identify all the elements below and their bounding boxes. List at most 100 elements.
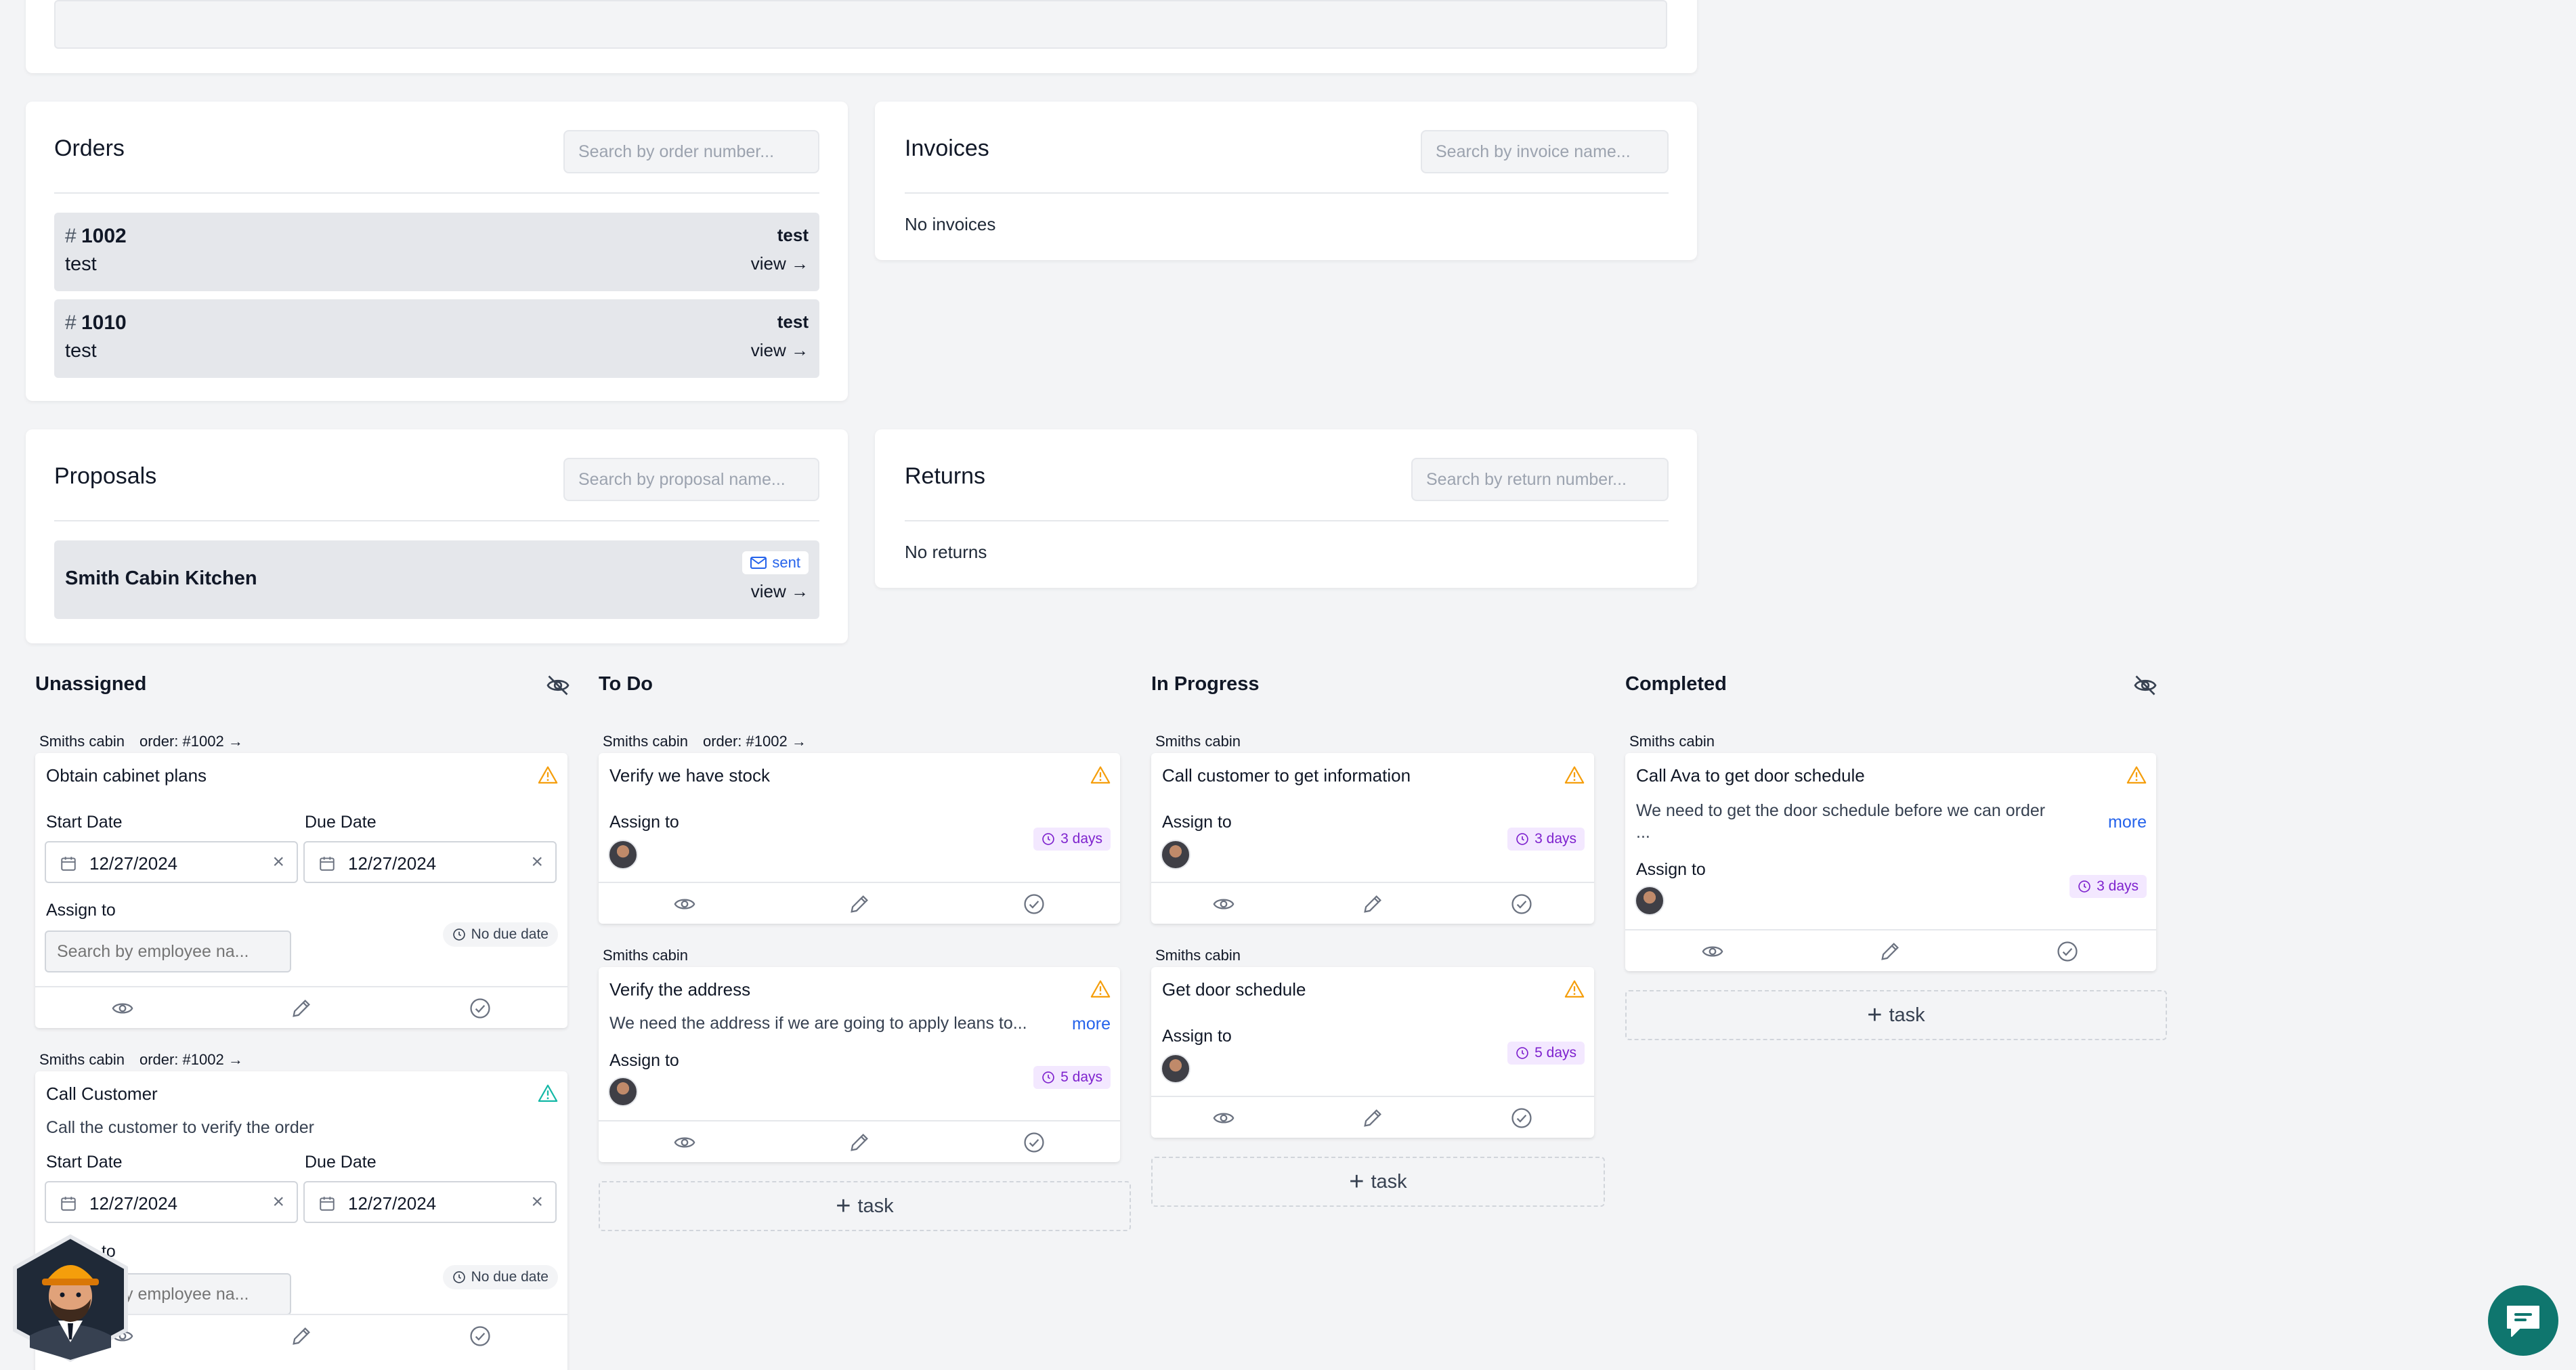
- avatar[interactable]: [1161, 1054, 1190, 1084]
- column-title-todo: To Do: [599, 673, 653, 695]
- invoices-card: Invoices No invoices: [875, 102, 1697, 260]
- pencil-icon[interactable]: [1879, 940, 1902, 963]
- clock-icon: [452, 1271, 465, 1283]
- task-project: Smiths cabin: [1629, 733, 1715, 750]
- due-date-label: Due Date: [305, 813, 377, 832]
- pencil-icon[interactable]: [848, 893, 871, 916]
- eye-off-icon[interactable]: [2133, 673, 2158, 698]
- eye-off-icon[interactable]: [546, 673, 570, 698]
- pencil-icon[interactable]: [290, 1325, 313, 1348]
- warning-icon: [1564, 980, 1585, 998]
- task-meta: Smiths cabin: [1155, 947, 1241, 964]
- avatar[interactable]: [1161, 840, 1190, 870]
- start-date-input[interactable]: 12/27/2024 ×: [45, 841, 298, 883]
- clear-icon[interactable]: ×: [531, 1191, 543, 1213]
- check-circle-icon[interactable]: [1510, 893, 1533, 916]
- pencil-icon[interactable]: [1361, 1107, 1384, 1130]
- assign-to-label: Assign to: [1636, 860, 1706, 879]
- start-date-input[interactable]: 12/27/2024 ×: [45, 1181, 298, 1223]
- avatar[interactable]: [608, 840, 638, 870]
- warning-icon: [538, 1084, 558, 1102]
- clear-icon[interactable]: ×: [272, 1191, 284, 1213]
- proposals-card: Proposals Smith Cabin Kitchen sent view …: [26, 429, 848, 643]
- more-link[interactable]: more: [2108, 813, 2147, 832]
- mascot-avatar-icon[interactable]: [11, 1234, 130, 1363]
- add-task-label: task: [1889, 1004, 1925, 1026]
- task-description: Call the customer to verify the order: [46, 1118, 314, 1137]
- due-date-value: 12/27/2024: [348, 853, 437, 874]
- task-project: Smiths cabin: [1155, 947, 1241, 964]
- due-date-input[interactable]: 12/27/2024 ×: [303, 1181, 557, 1223]
- order-tag: test: [777, 312, 809, 332]
- task-card[interactable]: Obtain cabinet plans Start Date Due Date…: [35, 753, 567, 1028]
- order-row[interactable]: # 1010 test test view →: [54, 299, 819, 378]
- proposal-view-link[interactable]: view →: [750, 581, 809, 601]
- returns-card: Returns No returns: [875, 429, 1697, 588]
- check-circle-icon[interactable]: [1023, 1131, 1046, 1154]
- due-date-input[interactable]: 12/27/2024 ×: [303, 841, 557, 883]
- days-badge-text: 5 days: [1060, 1069, 1102, 1085]
- task-order-link[interactable]: order: #1002 →: [139, 733, 243, 750]
- add-task-button[interactable]: + task: [1625, 990, 2167, 1040]
- hash-symbol: #: [65, 312, 77, 334]
- task-title: Obtain cabinet plans: [46, 765, 207, 786]
- order-view-link[interactable]: view →: [750, 340, 809, 360]
- eye-icon[interactable]: [1212, 893, 1235, 916]
- order-search-input[interactable]: [563, 130, 819, 173]
- assign-to-label: Assign to: [609, 1051, 679, 1070]
- eye-icon[interactable]: [1212, 1107, 1235, 1130]
- task-card[interactable]: Verify we have stock Assign to 3 days: [599, 753, 1120, 924]
- employee-search-input[interactable]: [45, 930, 291, 972]
- proposal-row[interactable]: Smith Cabin Kitchen sent view →: [54, 540, 819, 619]
- check-circle-icon[interactable]: [469, 1325, 492, 1348]
- avatar[interactable]: [1635, 886, 1665, 916]
- chat-button[interactable]: [2488, 1285, 2558, 1356]
- days-badge: 3 days: [2069, 875, 2147, 898]
- task-project: Smiths cabin: [603, 733, 688, 750]
- add-task-button[interactable]: + task: [1151, 1157, 1605, 1207]
- check-circle-icon[interactable]: [1510, 1107, 1533, 1130]
- invoices-title: Invoices: [905, 135, 989, 161]
- eye-icon[interactable]: [673, 893, 696, 916]
- days-badge: 5 days: [1507, 1042, 1585, 1065]
- check-circle-icon[interactable]: [1023, 893, 1046, 916]
- more-link[interactable]: more: [1072, 1014, 1111, 1033]
- eye-icon[interactable]: [1701, 940, 1724, 963]
- task-order-link[interactable]: order: #1002 →: [139, 1051, 243, 1068]
- orders-title: Orders: [54, 135, 125, 161]
- pencil-icon[interactable]: [290, 997, 313, 1020]
- task-card[interactable]: Call customer to get information Assign …: [1151, 753, 1594, 924]
- task-card[interactable]: Call Ava to get door schedule We need to…: [1625, 753, 2156, 971]
- add-task-button[interactable]: + task: [599, 1181, 1131, 1231]
- pencil-icon[interactable]: [1361, 893, 1384, 916]
- task-actions: [1625, 929, 2156, 971]
- task-card[interactable]: Get door schedule Assign to 5 days: [1151, 967, 1594, 1138]
- invoice-search-input[interactable]: [1421, 130, 1669, 173]
- avatar[interactable]: [608, 1077, 638, 1107]
- return-search-input[interactable]: [1411, 458, 1669, 501]
- warning-icon: [1090, 980, 1111, 998]
- check-circle-icon[interactable]: [2056, 940, 2079, 963]
- plus-icon: +: [1867, 1000, 1883, 1029]
- task-actions: [35, 986, 567, 1028]
- eye-icon[interactable]: [111, 997, 134, 1020]
- pencil-icon[interactable]: [848, 1131, 871, 1154]
- order-row[interactable]: # 1002 test test view →: [54, 213, 819, 291]
- proposals-divider: [54, 520, 819, 521]
- clock-icon: [1042, 833, 1054, 845]
- order-view-link[interactable]: view →: [750, 253, 809, 274]
- start-date-label: Start Date: [46, 1153, 123, 1172]
- task-project: Smiths cabin: [39, 733, 125, 750]
- task-title: Call Ava to get door schedule: [1636, 765, 1865, 786]
- task-card[interactable]: Verify the address We need the address i…: [599, 967, 1120, 1162]
- days-badge-text: 3 days: [1060, 831, 1102, 847]
- proposal-search-input[interactable]: [563, 458, 819, 501]
- clear-icon[interactable]: ×: [272, 851, 284, 873]
- assign-to-label: Assign to: [46, 901, 116, 920]
- clear-icon[interactable]: ×: [531, 851, 543, 873]
- task-title: Verify the address: [609, 979, 751, 1000]
- check-circle-icon[interactable]: [469, 997, 492, 1020]
- eye-icon[interactable]: [673, 1131, 696, 1154]
- assign-to-label: Assign to: [609, 813, 679, 832]
- task-order-link[interactable]: order: #1002 →: [702, 733, 807, 750]
